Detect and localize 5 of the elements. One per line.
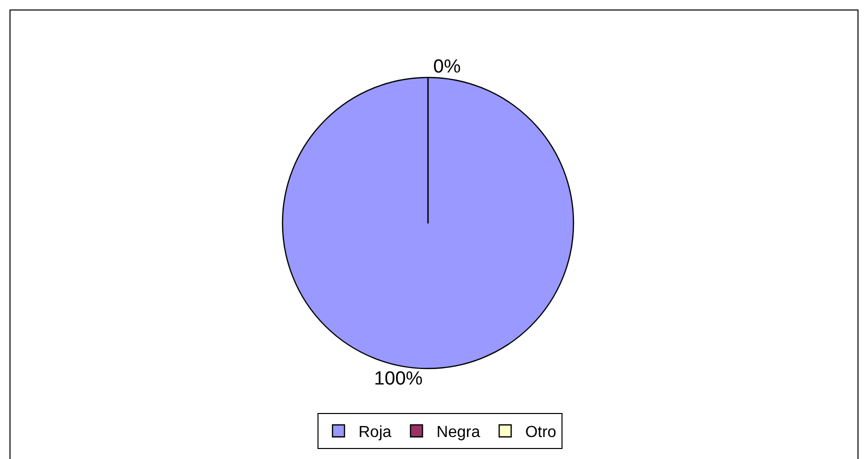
text: 0%	[433, 56, 461, 78]
data-label: 100%	[374, 368, 423, 390]
legend-label: Otro	[525, 424, 556, 442]
legend-label: Negra	[436, 424, 480, 442]
legend-label: Roja	[358, 424, 392, 442]
